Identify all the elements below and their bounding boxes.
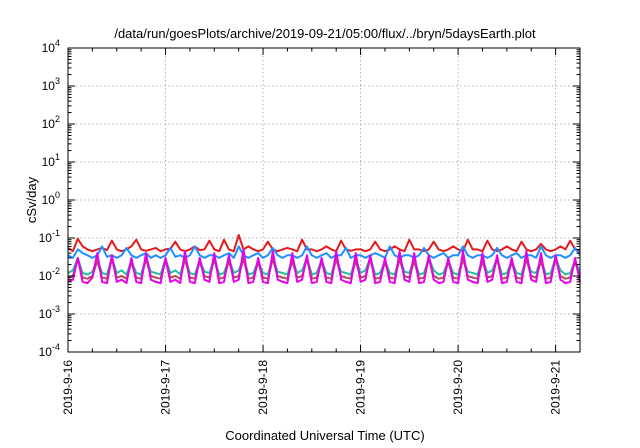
y-tick-base: 10: [42, 117, 56, 131]
axis-ticks: [67, 47, 580, 353]
y-tick-label: 102: [42, 114, 60, 131]
y-tick-exponent: 2: [55, 114, 60, 124]
y-tick-base: 10: [42, 155, 56, 169]
y-tick-exponent: 1: [55, 152, 60, 162]
y-tick-label: 100: [42, 190, 60, 207]
grid-lines: [68, 48, 580, 352]
y-tick-exponent: 0: [55, 190, 60, 200]
y-axis-label: cSv/day: [24, 176, 39, 223]
y-tick-label: 10-3: [39, 304, 60, 321]
y-tick-exponent: -2: [52, 266, 60, 276]
x-axis-label: Coordinated Universal Time (UTC): [225, 428, 424, 443]
x-tick-label: 2019-9-18: [256, 360, 270, 415]
y-tick-label: 103: [42, 76, 60, 93]
y-tick-exponent: -1: [52, 228, 60, 238]
x-tick-label: 2019-9-20: [451, 360, 465, 415]
chart-title: /data/run/goesPlots/archive/2019-09-21/0…: [114, 26, 536, 41]
series-line-1: [67, 234, 581, 253]
x-tick-label: 2019-9-17: [159, 360, 173, 415]
y-tick-base: 10: [42, 79, 56, 93]
y-tick-base: 10: [39, 345, 53, 359]
x-tick-labels: 2019-9-16 2019-9-17 2019-9-18 2019-9-19 2019…: [61, 360, 563, 415]
y-tick-label: 10-4: [39, 342, 60, 359]
series-line-5: [67, 248, 581, 285]
x-tick-label: 2019-9-19: [354, 360, 368, 415]
series-line-2: [67, 245, 581, 259]
data-series: [67, 234, 581, 285]
y-tick-exponent: 4: [55, 38, 60, 48]
y-tick-base: 10: [42, 193, 56, 207]
y-tick-label: 101: [42, 152, 60, 169]
y-tick-label: 10-1: [39, 228, 60, 245]
y-tick-base: 10: [39, 307, 53, 321]
y-tick-exponent: -3: [52, 304, 60, 314]
y-tick-base: 10: [39, 269, 53, 283]
y-tick-exponent: 3: [55, 76, 60, 86]
y-tick-label: 104: [42, 38, 60, 55]
y-tick-base: 10: [39, 231, 53, 245]
y-tick-base: 10: [42, 41, 56, 55]
x-tick-label: 2019-9-16: [61, 360, 75, 415]
y-tick-label: 10-2: [39, 266, 60, 283]
y-tick-exponent: -4: [52, 342, 60, 352]
x-tick-label: 2019-9-21: [549, 360, 563, 415]
